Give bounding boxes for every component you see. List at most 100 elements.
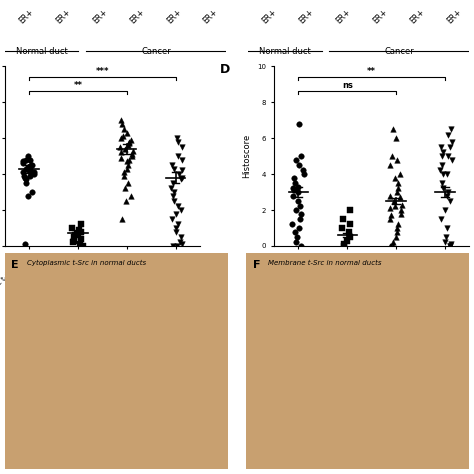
Point [123,129,131,137]
Point [117,134,125,142]
Text: ER+: ER+ [371,7,389,25]
Point [168,161,175,169]
Point [80,242,87,250]
Text: Membrane t-Src in normal ducts: Membrane t-Src in normal ducts [268,260,382,266]
Point [173,134,181,142]
Point [125,140,132,147]
Point [390,242,397,250]
Point [392,233,400,241]
Text: ER+: ER+ [54,7,72,25]
Point [127,136,135,144]
Point [444,188,452,196]
Point [118,133,126,140]
Point [397,206,405,214]
Text: Normal duct: Normal duct [16,47,67,56]
Point [26,156,34,164]
Point [297,210,304,218]
Point [118,120,126,128]
Text: ns: ns [342,82,353,91]
Point [117,149,125,156]
Point [394,179,402,187]
Point [174,152,182,160]
Point [438,161,446,169]
Point [289,192,296,200]
Point [69,238,77,246]
Text: E: E [11,260,19,270]
Point [27,161,35,169]
Point [340,240,348,248]
Point [291,186,298,194]
Point [294,197,302,205]
Point [291,179,299,187]
Point [71,231,79,239]
Point [178,240,185,248]
Text: Cancer: Cancer [141,47,171,56]
Point [448,156,456,164]
Point [74,229,82,237]
Point [23,165,30,173]
Point [439,170,447,178]
Point [22,174,29,182]
Point [77,220,85,228]
Point [292,206,300,214]
Text: Cancer: Cancer [384,47,414,56]
Point [396,170,404,178]
Point [297,203,304,210]
Point [394,185,402,192]
Text: ER+: ER+ [201,7,220,25]
Point [388,152,396,160]
Text: ***: *** [96,67,109,76]
Point [26,172,34,180]
Text: Normal duct: Normal duct [79,332,126,341]
Point [447,242,454,250]
Point [120,168,128,176]
Point [178,167,186,174]
Point [294,183,301,191]
Point [177,176,185,183]
Point [176,238,184,246]
Point [179,156,186,164]
Point [297,242,305,250]
Point [177,206,185,214]
Point [20,172,28,180]
Point [389,238,397,246]
Text: ER+: ER+ [91,7,109,25]
Point [122,197,129,205]
Point [300,167,307,174]
Text: ER+: ER+ [261,7,279,25]
Point [294,188,301,196]
Point [386,192,393,200]
Point [117,116,125,124]
Point [442,233,449,241]
Point [169,179,177,187]
Text: ER+: ER+ [334,7,353,25]
Point [117,154,124,162]
Point [444,192,451,200]
Point [121,185,129,192]
Point [386,242,394,250]
Point [439,149,447,156]
Point [120,125,128,133]
Point [290,174,298,182]
Point [292,228,299,236]
Point [170,165,177,173]
Point [447,240,455,248]
Point [292,238,300,246]
Point [117,143,124,151]
Point [293,233,301,241]
Point [128,152,136,160]
Point [178,143,186,151]
Point [339,215,347,223]
Point [443,170,450,178]
Point [173,242,181,250]
Point [25,192,32,200]
Point [442,206,449,214]
Point [297,152,305,160]
Point [444,131,451,138]
Point [292,156,300,164]
Point [129,147,137,155]
Point [76,240,84,248]
Point [437,143,445,151]
Point [391,203,399,210]
Point [30,168,38,176]
